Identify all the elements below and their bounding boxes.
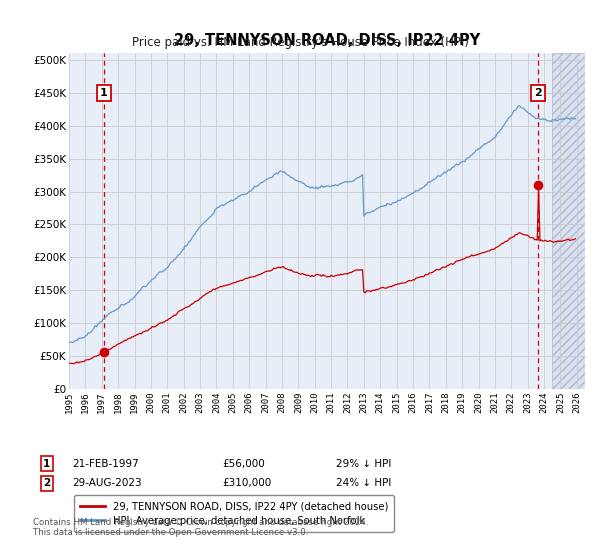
Text: 1: 1 bbox=[100, 88, 108, 98]
Text: Contains HM Land Registry data © Crown copyright and database right 2024.
This d: Contains HM Land Registry data © Crown c… bbox=[33, 518, 368, 538]
Text: 24% ↓ HPI: 24% ↓ HPI bbox=[336, 478, 391, 488]
Text: £310,000: £310,000 bbox=[222, 478, 271, 488]
Text: 29-AUG-2023: 29-AUG-2023 bbox=[72, 478, 142, 488]
Text: 21-FEB-1997: 21-FEB-1997 bbox=[72, 459, 139, 469]
Text: 2: 2 bbox=[535, 88, 542, 98]
Title: 29, TENNYSON ROAD, DISS, IP22 4PY: 29, TENNYSON ROAD, DISS, IP22 4PY bbox=[174, 33, 480, 48]
Bar bbox=[552, 53, 585, 389]
Text: 29% ↓ HPI: 29% ↓ HPI bbox=[336, 459, 391, 469]
Text: 2: 2 bbox=[43, 478, 50, 488]
Text: Price paid vs. HM Land Registry's House Price Index (HPI): Price paid vs. HM Land Registry's House … bbox=[131, 36, 469, 49]
Text: 1: 1 bbox=[43, 459, 50, 469]
Text: £56,000: £56,000 bbox=[222, 459, 265, 469]
Legend: 29, TENNYSON ROAD, DISS, IP22 4PY (detached house), HPI: Average price, detached: 29, TENNYSON ROAD, DISS, IP22 4PY (detac… bbox=[74, 495, 394, 531]
